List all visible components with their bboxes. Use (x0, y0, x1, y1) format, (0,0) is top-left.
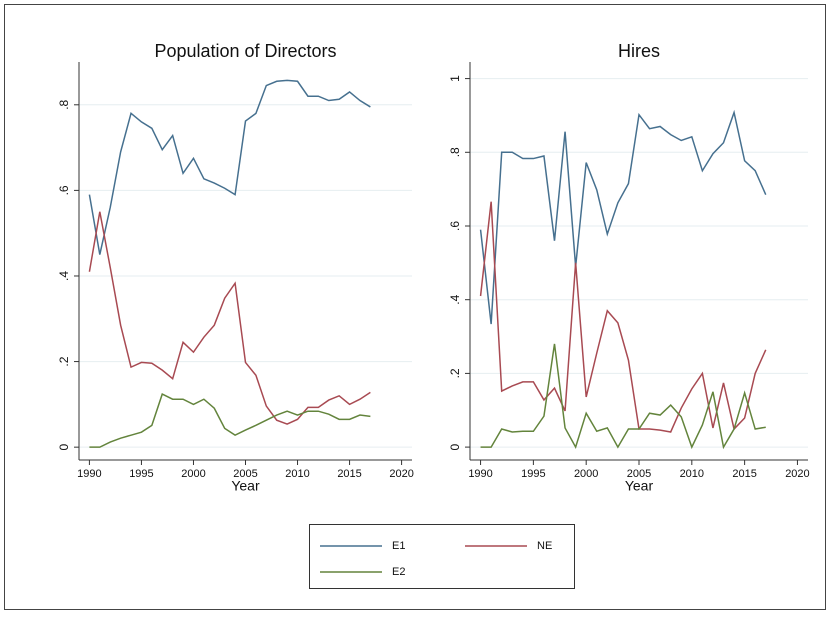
y-tick-label: .8 (448, 147, 462, 157)
series-line (479, 201, 767, 433)
y-tick-label: 0 (57, 444, 71, 451)
x-tick-label: 1995 (129, 468, 153, 480)
y-tick-label: .2 (57, 356, 71, 366)
plot-area (79, 62, 412, 460)
y-tick-label: .6 (57, 185, 71, 195)
legend-label: NE (537, 540, 552, 552)
legend-box (309, 524, 575, 589)
chart-title: Hires (618, 41, 660, 61)
x-tick-label: 2005 (627, 468, 651, 480)
y-tick-label: .6 (448, 221, 462, 231)
legend-label: E2 (392, 566, 405, 578)
x-tick-label: 2010 (285, 468, 309, 480)
x-tick-label: 1990 (77, 468, 101, 480)
plot-area (470, 62, 808, 460)
x-tick-label: 2000 (574, 468, 598, 480)
x-axis-title: Year (231, 478, 260, 494)
y-tick-label: 0 (448, 443, 462, 450)
x-tick-label: 2015 (337, 468, 361, 480)
x-tick-label: 2005 (233, 468, 257, 480)
x-tick-label: 1990 (468, 468, 492, 480)
series-line (479, 109, 767, 325)
series-line (88, 79, 371, 255)
legend-label: E1 (392, 540, 405, 552)
y-tick-label: .2 (448, 368, 462, 378)
y-tick-label: .8 (57, 99, 71, 109)
y-tick-label: 1 (448, 75, 462, 82)
x-tick-label: 2000 (181, 468, 205, 480)
y-tick-label: .4 (448, 294, 462, 304)
x-tick-label: 2010 (680, 468, 704, 480)
x-axis-title: Year (625, 478, 654, 494)
series-line (88, 211, 371, 425)
y-tick-label: .4 (57, 271, 71, 281)
x-tick-label: 1995 (521, 468, 545, 480)
x-tick-label: 2015 (732, 468, 756, 480)
series-line (480, 343, 766, 450)
x-tick-label: 2020 (785, 468, 809, 480)
chart-title: Population of Directors (154, 41, 336, 61)
x-tick-label: 2020 (389, 468, 413, 480)
series-line (89, 393, 371, 448)
